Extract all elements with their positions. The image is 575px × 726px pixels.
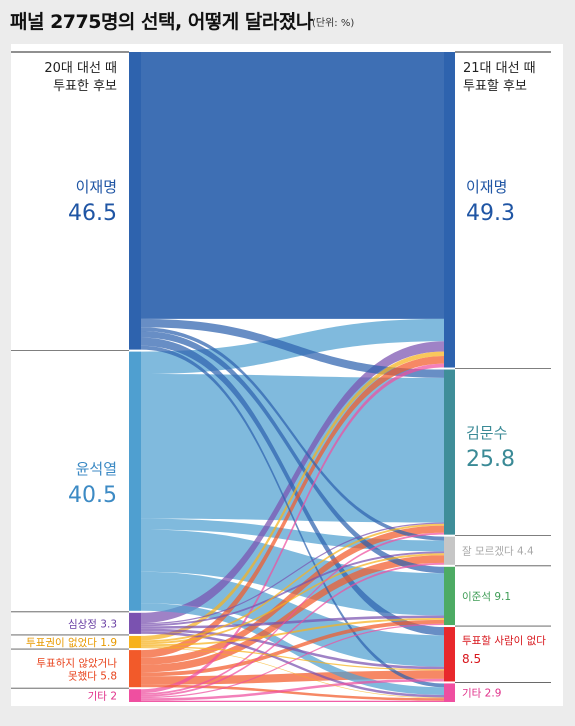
flow-shim-to-ljs (141, 615, 444, 629)
left-value-shim: 3.3 (100, 618, 117, 630)
left-label-novote_right: 투표권이 없었다 1.9 (26, 636, 117, 649)
right-label-kim: 김문수 (466, 424, 507, 442)
left-header-line-1: 20대 대선 때 (44, 61, 117, 76)
flow-shim-to-nobody (141, 628, 444, 670)
right-node-dunno (444, 536, 455, 565)
left-label-novote_right-text: 투표권이 없었다 (26, 636, 100, 649)
left-value-yoon: 40.5 (68, 483, 117, 508)
flow-novote_right-to-ljs (141, 618, 444, 647)
left-label-shim-text: 심상정 (68, 618, 100, 630)
right-label-ljs: 이준석 9.1 (462, 591, 511, 603)
flow-lee-to-nobody (141, 337, 444, 636)
flow-novote-to-lee (141, 356, 444, 658)
flow-shim-to-dunno (141, 551, 444, 627)
flow-novote-to-etc (141, 684, 444, 701)
flow-shim-to-kim (141, 522, 444, 625)
flow-novote_right-to-kim (141, 523, 444, 643)
right-label-dunno-text: 잘 모르겠다 (462, 546, 517, 558)
chart-title: 패널 2775명의 선택, 어떻게 달라졌나 (10, 11, 313, 33)
left-label-lee: 이재명 (76, 178, 117, 196)
flow-yoon-to-ljs (141, 529, 444, 616)
right-label-etc: 기타 2.9 (462, 688, 501, 700)
flow-novote_right-to-nobody (141, 646, 444, 671)
left-label-shim: 심상정 3.3 (68, 618, 117, 630)
flow-novote_right-to-dunno (141, 553, 444, 645)
flow-yoon-to-kim (141, 374, 444, 523)
left-node-novote_right (129, 635, 141, 649)
flow-etc-to-lee (141, 363, 444, 694)
flow-shim-to-etc (141, 631, 444, 698)
right-node-etc (444, 683, 455, 702)
right-value-nobody: 8.5 (462, 652, 481, 666)
right-header-line-2: 투표할 후보 (463, 79, 527, 94)
left-value-novote: 5.8 (100, 671, 117, 683)
flow-lee-to-kim (141, 318, 444, 378)
right-value-kim: 25.8 (466, 447, 515, 472)
flow-lee-to-dunno (141, 327, 444, 541)
unit-label: (단위: %) (312, 18, 355, 29)
left-value-etc: 2 (110, 691, 117, 703)
flow-yoon-to-nobody (141, 571, 444, 667)
left-label-novote-text: 못했다 (68, 671, 100, 683)
right-node-nobody (444, 627, 455, 682)
flow-lee-to-lee (141, 52, 444, 319)
flow-novote_right-to-lee (141, 351, 444, 641)
left-header-line-2: 투표한 후보 (53, 79, 117, 94)
flow-shim-to-lee (141, 341, 444, 624)
left-value-lee: 46.5 (68, 201, 117, 226)
nodes-group (129, 52, 455, 702)
left-label-etc-text: 기타 (88, 691, 111, 703)
right-node-ljs (444, 566, 455, 626)
right-node-kim (444, 369, 455, 535)
left-value-novote_right: 1.9 (100, 637, 117, 649)
left-label-novote-line-2: 못했다 5.8 (68, 671, 117, 683)
separator-lines (11, 51, 551, 689)
left-node-lee (129, 52, 141, 350)
right-label-nobody: 투표할 사람이 없다 (462, 634, 546, 647)
left-node-shim (129, 612, 141, 634)
left-label-novote-line-1: 투표하지 않았거나 (36, 657, 117, 670)
right-label-dunno: 잘 모르겠다 4.4 (462, 546, 534, 558)
flow-lee-to-etc (141, 345, 444, 688)
flow-etc-to-kim (141, 532, 444, 695)
flow-etc-to-dunno (141, 562, 444, 697)
left-node-yoon (129, 351, 141, 611)
left-node-novote (129, 650, 141, 688)
right-value-lee: 49.3 (466, 201, 515, 226)
left-node-etc (129, 689, 141, 702)
right-node-lee (444, 52, 455, 368)
flow-etc-to-etc (141, 700, 444, 702)
right-value-ljs: 9.1 (494, 591, 511, 603)
left-label-yoon: 윤석열 (76, 460, 117, 478)
right-header-line-1: 21대 대선 때 (463, 61, 536, 76)
right-value-etc: 2.9 (485, 688, 502, 700)
right-label-ljs-text: 이준석 (462, 591, 494, 603)
flow-novote-to-kim (141, 525, 444, 665)
flow-etc-to-ljs (141, 623, 444, 699)
flows-group (141, 52, 444, 702)
flow-etc-to-nobody (141, 678, 444, 701)
right-value-dunno: 4.4 (517, 546, 534, 558)
left-label-etc: 기타 2 (88, 691, 117, 703)
right-label-lee: 이재명 (466, 178, 507, 196)
right-label-etc-text: 기타 (462, 688, 485, 700)
flow-lee-to-ljs (141, 331, 444, 574)
right-labels: 이재명 49.3 김문수 25.8 잘 모르겠다 4.4 이준석 9.1 투표할 사람이 없… (462, 178, 546, 700)
flow-novote_right-to-etc (141, 647, 444, 699)
